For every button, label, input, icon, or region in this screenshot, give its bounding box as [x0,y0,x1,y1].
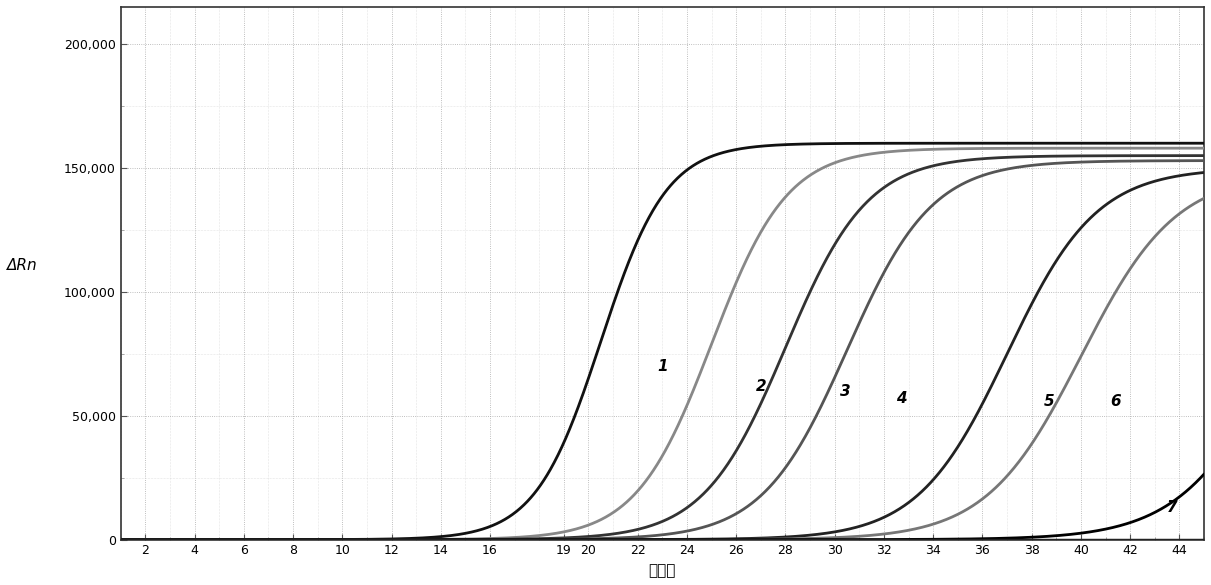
Text: 4: 4 [896,391,907,407]
Text: 3: 3 [839,384,850,399]
Text: 2: 2 [756,379,767,394]
Text: 1: 1 [658,359,668,374]
Text: 5: 5 [1044,394,1055,409]
Y-axis label: ΔRn: ΔRn [7,259,38,273]
X-axis label: 循环数: 循环数 [649,563,676,578]
Text: 7: 7 [1167,500,1178,515]
Text: 6: 6 [1110,394,1121,409]
